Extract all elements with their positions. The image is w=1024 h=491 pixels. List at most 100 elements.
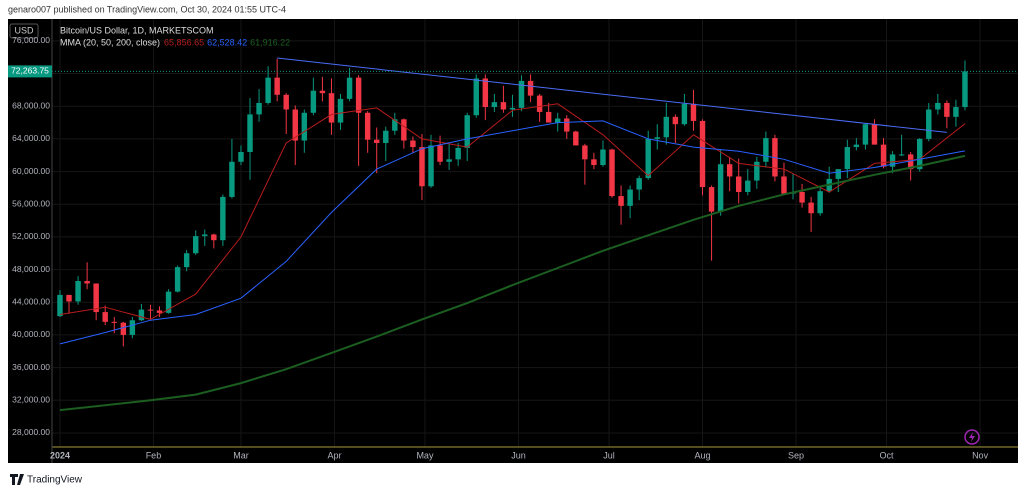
- candle-body: [102, 312, 108, 322]
- y-tick-label: 28,000.00: [12, 427, 50, 437]
- candle-body: [618, 196, 624, 206]
- candle-body: [935, 102, 941, 110]
- candle-body: [229, 161, 235, 197]
- candle-body: [781, 176, 787, 194]
- candle-body: [310, 90, 317, 113]
- candle-body: [917, 138, 923, 170]
- y-tick-label: 48,000.00: [12, 264, 50, 274]
- candle-body: [337, 98, 344, 123]
- candle-body: [482, 78, 489, 108]
- candle-body: [853, 144, 860, 148]
- trendline: [277, 57, 947, 133]
- candle-body: [953, 107, 959, 117]
- candle-body: [355, 77, 362, 113]
- candle-body: [690, 103, 697, 121]
- candle-body: [564, 118, 570, 132]
- candle-body: [464, 115, 470, 148]
- candle-body: [645, 138, 651, 179]
- ma-line: [59, 154, 966, 412]
- candle-body: [319, 90, 326, 94]
- x-tick-label: Mar: [233, 450, 249, 460]
- candle-body: [844, 147, 851, 170]
- candle-body: [536, 95, 543, 112]
- ma-line: [59, 103, 966, 320]
- legend-value: 65,856.65: [164, 37, 204, 47]
- y-tick-label: 40,000.00: [12, 329, 50, 339]
- y-tick-label: 64,000.00: [12, 133, 50, 143]
- candle-body: [736, 176, 742, 192]
- candle-body: [256, 102, 262, 115]
- candle-body: [84, 281, 90, 284]
- candle-body: [609, 149, 615, 197]
- candle-body: [283, 94, 289, 110]
- candle-body: [663, 116, 670, 138]
- x-tick-label: Nov: [972, 450, 989, 460]
- candle-body: [799, 191, 805, 203]
- lightning-glyph: [969, 432, 975, 442]
- candle-body: [292, 109, 298, 141]
- candle-body: [808, 202, 814, 214]
- candle-body: [401, 119, 407, 141]
- candle-body: [582, 145, 588, 160]
- candle-body: [500, 102, 507, 110]
- candle-body: [374, 139, 380, 143]
- lightning-icon[interactable]: [964, 429, 980, 445]
- candle-body: [120, 322, 127, 335]
- candle-body: [364, 112, 371, 140]
- candle-body: [265, 77, 271, 103]
- x-tick-label: Feb: [146, 450, 162, 460]
- chart-title: Bitcoin/US Dollar, 1D, MARKETSCOM: [60, 25, 214, 35]
- header: genaro007 published on TradingView.com, …: [8, 4, 286, 14]
- y-tick-label: 52,000.00: [12, 231, 50, 241]
- candle-body: [672, 116, 679, 125]
- plot-layer: [52, 19, 1018, 447]
- candle-body: [509, 107, 516, 110]
- candle-body: [446, 159, 452, 162]
- candle-body: [699, 120, 706, 188]
- indicator-title: MMA (20, 50, 200, close): [60, 37, 160, 47]
- chart-background: [8, 19, 1018, 463]
- candle-body: [654, 137, 660, 139]
- candle-body: [708, 187, 715, 212]
- candle-body: [174, 267, 181, 292]
- candle-body: [754, 161, 760, 181]
- candle-body: [591, 159, 597, 166]
- candle-body: [717, 164, 724, 212]
- candle-body: [238, 151, 244, 162]
- candle-body: [745, 180, 751, 192]
- candle-body: [926, 109, 932, 139]
- y-tick-label: 44,000.00: [12, 297, 50, 307]
- candle-body: [835, 169, 841, 179]
- candle-body: [437, 145, 443, 162]
- candle-body: [491, 102, 498, 108]
- candle-body: [726, 164, 733, 177]
- x-tick-label: Sep: [788, 450, 804, 460]
- candle-body: [220, 196, 226, 241]
- ma-line: [59, 120, 966, 345]
- candle-body: [383, 130, 389, 143]
- candle-body: [156, 310, 163, 313]
- legend-value: 61,916.22: [250, 37, 290, 47]
- candle-body: [428, 145, 434, 187]
- candle-body: [392, 119, 398, 131]
- x-tick-label: Aug: [695, 450, 711, 460]
- x-tick-label: Oct: [879, 450, 894, 460]
- candle-body: [93, 283, 99, 313]
- currency: USD: [14, 25, 34, 35]
- candle-body: [165, 291, 172, 313]
- candle-body: [545, 111, 552, 123]
- candle-body: [627, 189, 633, 206]
- tv-logo: [10, 474, 24, 485]
- candle-body: [473, 78, 479, 116]
- price-label: 72,263.75: [11, 66, 49, 76]
- candle-body: [346, 77, 353, 99]
- candle-body: [555, 118, 561, 123]
- candle-body: [681, 103, 688, 125]
- candle-body: [880, 144, 887, 167]
- candle-body: [129, 320, 136, 335]
- candle-body: [192, 236, 199, 254]
- candle-body: [862, 124, 869, 145]
- candle-body: [817, 191, 823, 214]
